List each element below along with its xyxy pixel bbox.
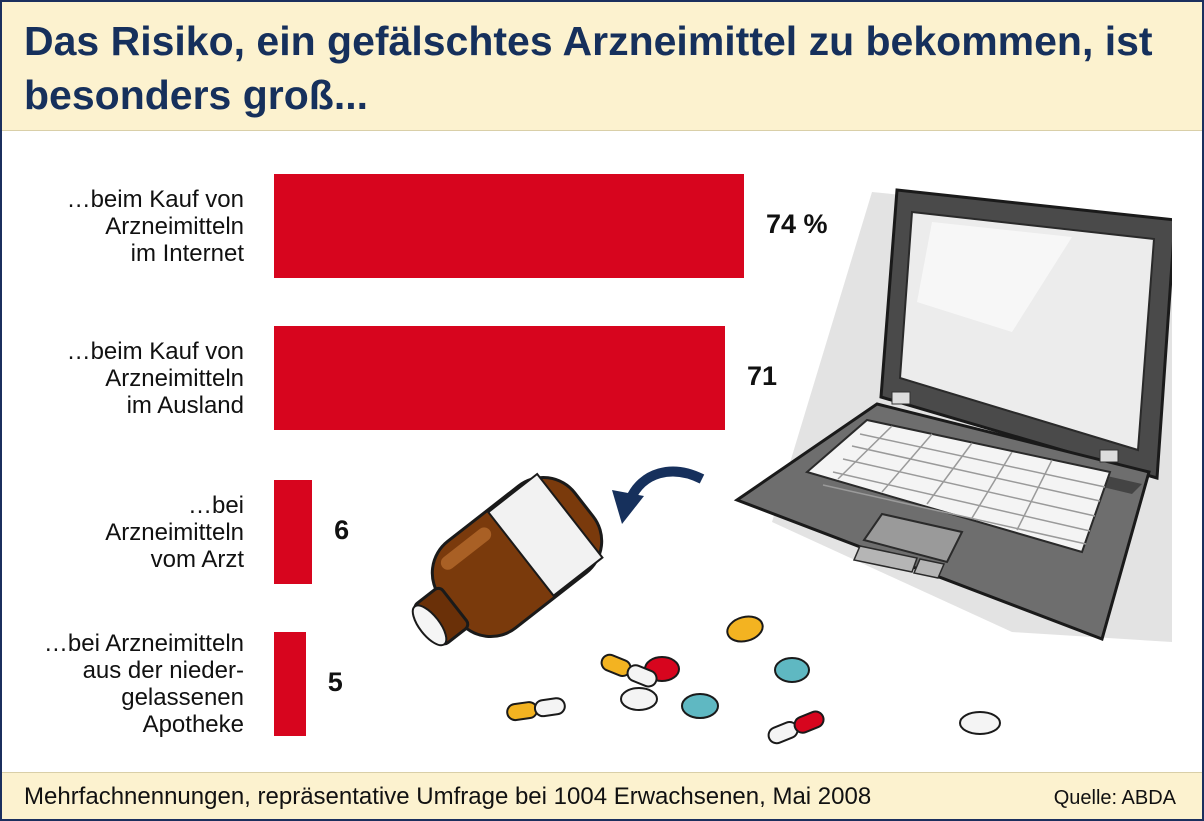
laptop-icon (733, 188, 1172, 641)
laptop-and-pills-illustration (411, 188, 1172, 745)
bar (274, 326, 725, 430)
category-label: …beim Kauf von Arzneimitteln im Ausland (66, 337, 244, 419)
medicine-bottle-icon (411, 472, 604, 647)
bar-value-label: 71 (746, 361, 777, 391)
bar (274, 480, 313, 584)
category-label: …bei Arzneimitteln aus der nieder- gelas… (43, 630, 244, 738)
bar-value-label: 74 % (766, 209, 828, 239)
chart-title: Das Risiko, ein gefälschtes Arzneimittel… (24, 18, 1153, 118)
arrow-icon (625, 466, 705, 503)
bar (274, 174, 744, 278)
bar (274, 632, 306, 736)
category-label: …beim Kauf von Arzneimitteln im Internet (66, 185, 244, 267)
footer-band: Mehrfachnennungen, repräsentative Umfrag… (2, 772, 1202, 819)
category-label: …bei Arzneimitteln vom Arzt (105, 491, 244, 573)
arrow-head-icon (612, 490, 644, 524)
bar-value-label: 5 (327, 667, 343, 697)
footnote: Mehrfachnennungen, repräsentative Umfrag… (24, 783, 872, 810)
header-band: Das Risiko, ein gefälschtes Arzneimittel… (2, 2, 1202, 131)
bar-value-label: 6 (334, 515, 350, 545)
pills-icon (506, 615, 1001, 745)
source-note: Quelle: ABDA (1053, 787, 1176, 809)
